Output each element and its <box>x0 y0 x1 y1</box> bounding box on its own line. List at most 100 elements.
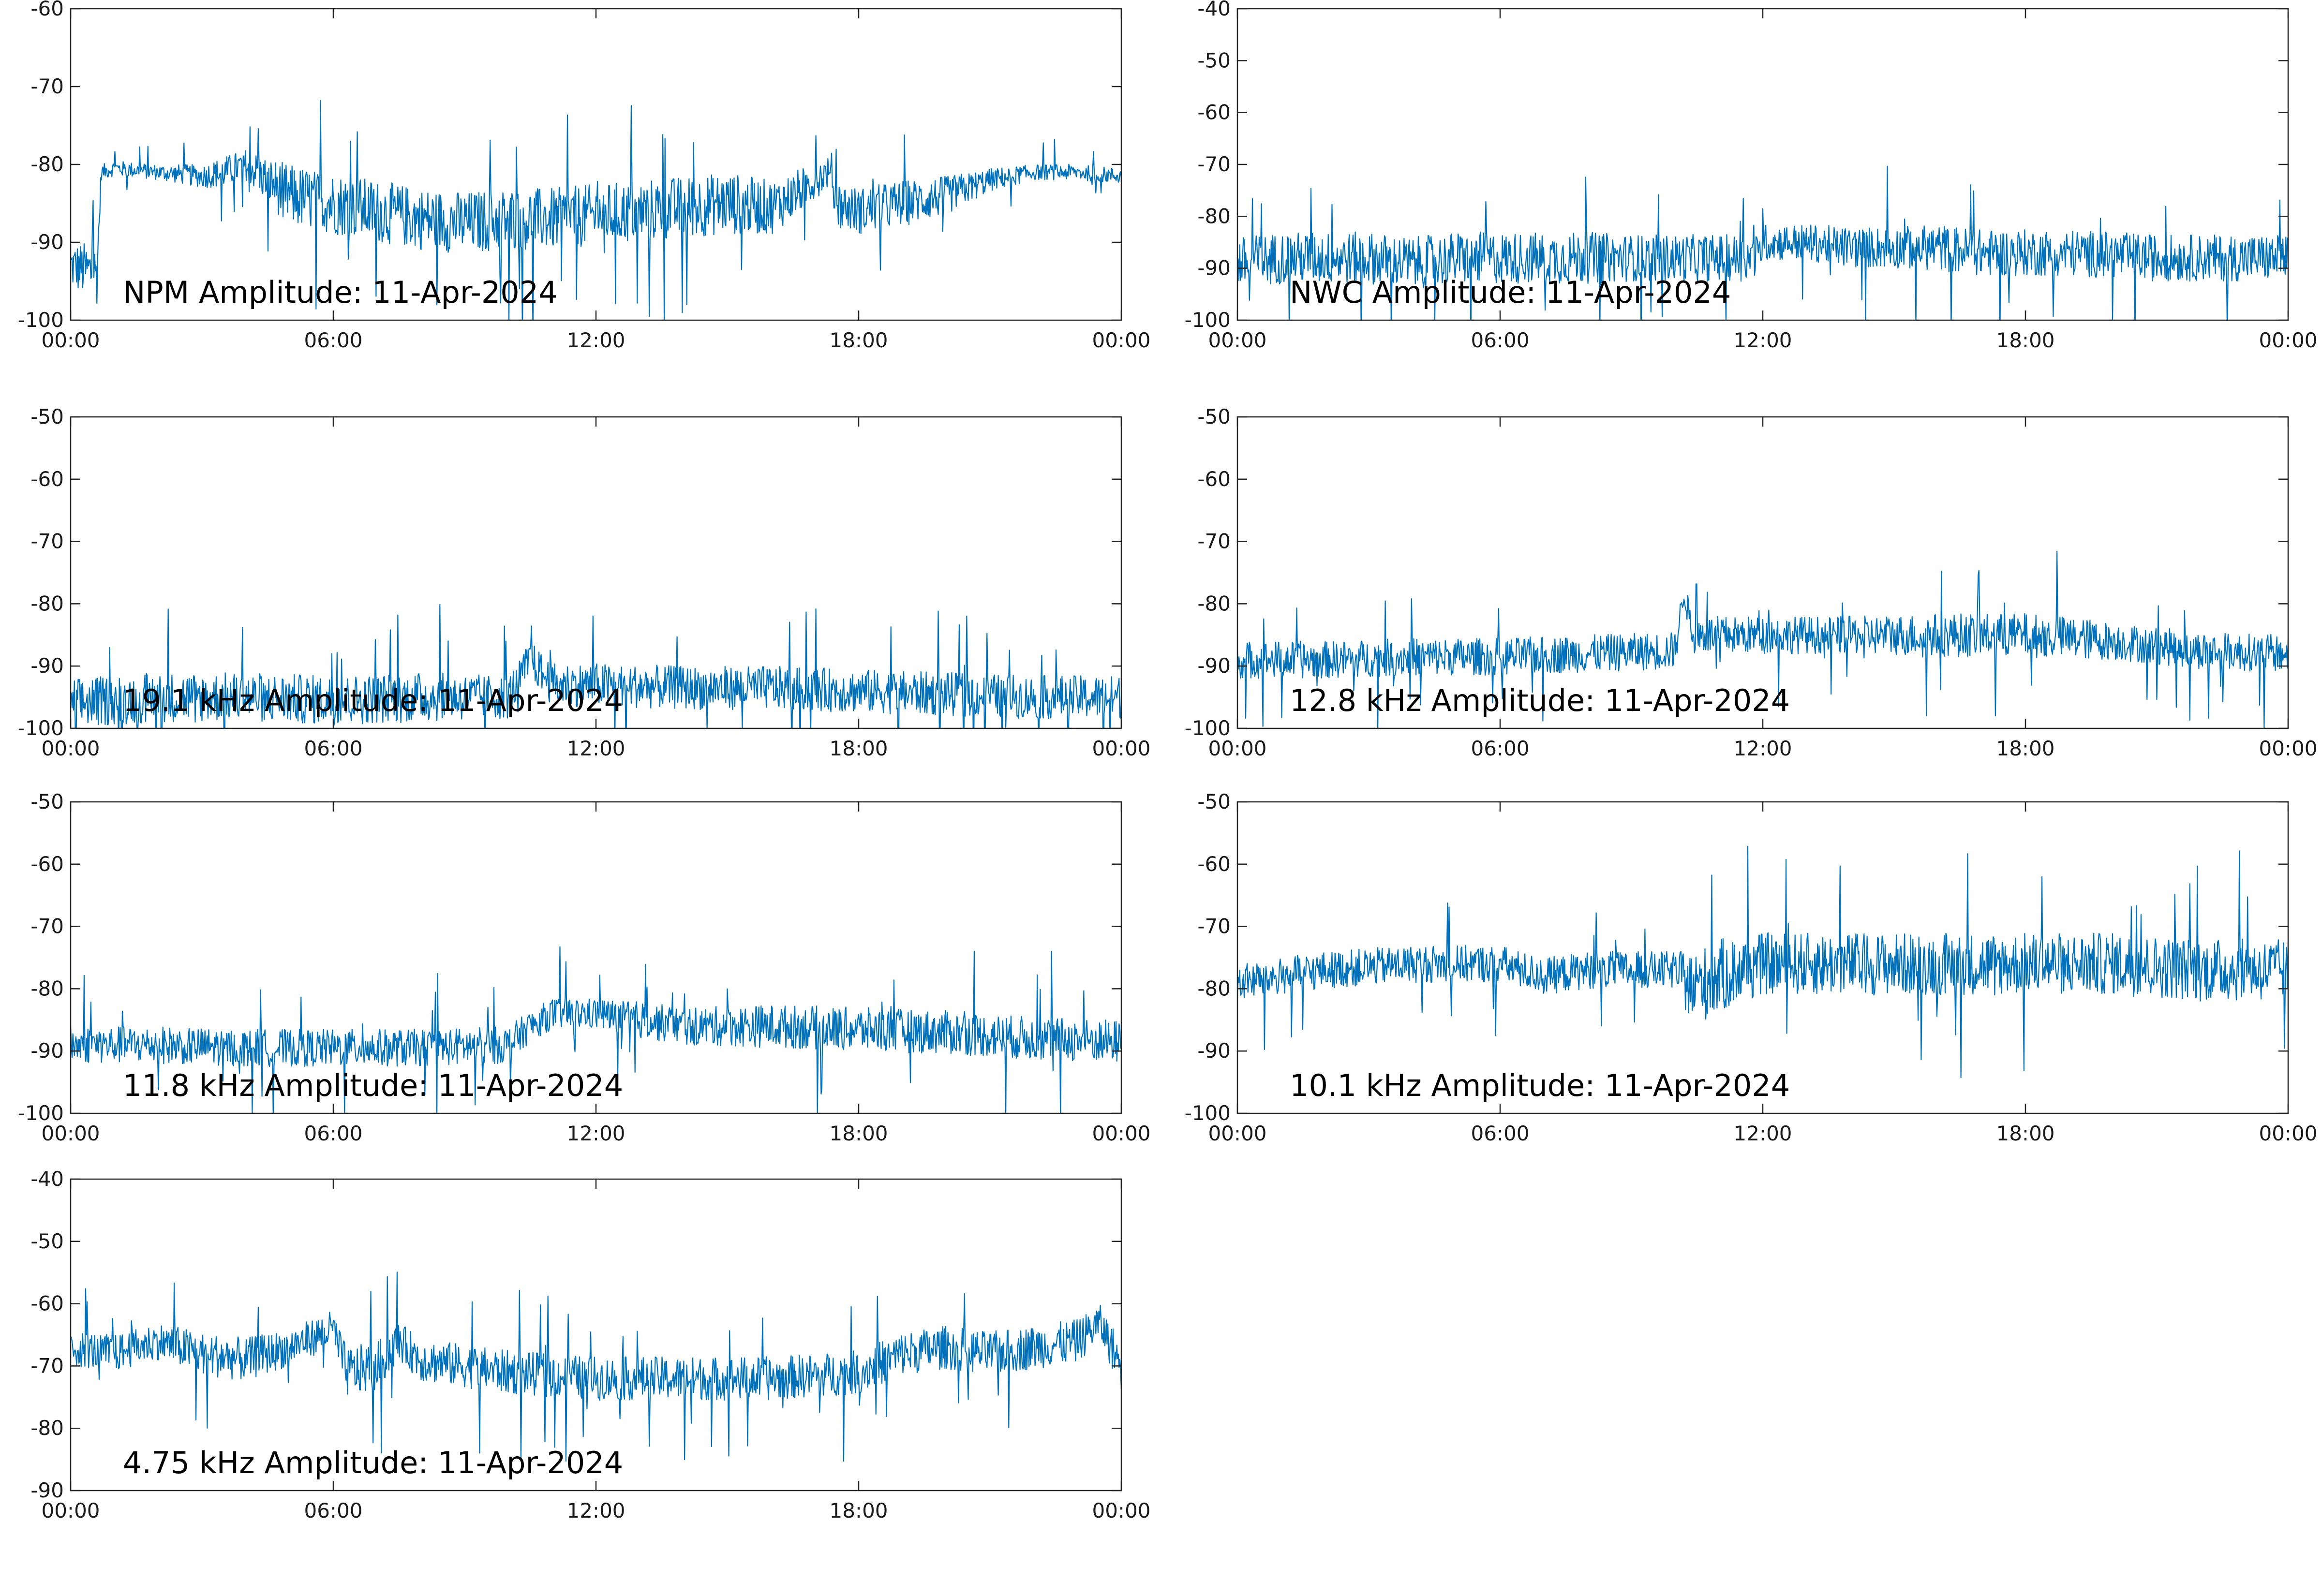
series-line <box>71 100 1121 320</box>
y-tick-label: -50 <box>1197 790 1231 813</box>
y-tick-label: -50 <box>1197 48 1231 72</box>
y-tick-label: -40 <box>30 1167 64 1191</box>
axes-box <box>1236 416 2289 729</box>
x-tick-label: 18:00 <box>829 737 888 760</box>
y-tick-label: -70 <box>30 915 64 938</box>
y-tick-label: -100 <box>1185 308 1231 332</box>
x-tick-label: 18:00 <box>829 328 888 352</box>
series-line <box>71 946 1121 1113</box>
x-tick-label: 06:00 <box>1471 737 1529 760</box>
y-tick-label: -90 <box>30 1478 64 1502</box>
y-tick-label: -70 <box>30 1354 64 1377</box>
x-tick-label: 18:00 <box>1996 737 2054 760</box>
x-tick-label: 00:00 <box>1092 1499 1150 1522</box>
y-tick-label: -80 <box>1197 204 1231 228</box>
y-tick-label: -70 <box>30 74 64 98</box>
x-tick-label: 18:00 <box>829 1499 888 1522</box>
y-tick-label: -80 <box>30 152 64 176</box>
x-tick-label: 00:00 <box>1208 1122 1266 1145</box>
y-tick-label: -90 <box>30 1039 64 1063</box>
y-tick-label: -70 <box>1197 915 1231 938</box>
panel-title: 12.8 kHz Amplitude: 11-Apr-2024 <box>1290 683 1790 718</box>
x-tick-label: 00:00 <box>1208 737 1266 760</box>
y-tick-label: -90 <box>1197 1039 1231 1063</box>
axes-box <box>70 416 1122 729</box>
panel-title: NPM Amplitude: 11-Apr-2024 <box>123 275 558 310</box>
axes-box <box>70 801 1122 1114</box>
y-tick-label: -50 <box>30 1229 64 1253</box>
x-tick-label: 00:00 <box>41 328 100 352</box>
x-tick-label: 12:00 <box>1733 328 1792 352</box>
x-tick-label: 00:00 <box>1208 328 1266 352</box>
y-tick-label: -100 <box>1185 1101 1231 1125</box>
series-line <box>71 1271 1121 1462</box>
y-tick-label: -90 <box>30 654 64 678</box>
y-tick-label: -70 <box>30 530 64 553</box>
panel-title: 11.8 kHz Amplitude: 11-Apr-2024 <box>123 1068 623 1103</box>
y-tick-label: -100 <box>18 716 64 740</box>
x-tick-label: 06:00 <box>304 1499 362 1522</box>
x-tick-label: 18:00 <box>1996 1122 2054 1145</box>
y-tick-label: -80 <box>30 591 64 615</box>
series-line <box>1237 165 2288 320</box>
y-tick-label: -60 <box>30 852 64 876</box>
x-tick-label: 00:00 <box>41 1122 100 1145</box>
y-tick-label: -70 <box>1197 530 1231 553</box>
x-tick-label: 12:00 <box>566 1122 625 1145</box>
y-tick-label: -100 <box>18 1101 64 1125</box>
x-tick-label: 06:00 <box>304 1122 362 1145</box>
series-line <box>1237 550 2288 728</box>
y-tick-label: -90 <box>30 230 64 254</box>
y-tick-label: -100 <box>18 308 64 332</box>
x-tick-label: 12:00 <box>566 737 625 760</box>
y-tick-label: -70 <box>1197 152 1231 176</box>
y-tick-label: -80 <box>30 1416 64 1440</box>
series-line <box>71 604 1121 728</box>
x-tick-label: 12:00 <box>1733 1122 1792 1145</box>
y-tick-label: -50 <box>30 790 64 813</box>
panel-title: 4.75 kHz Amplitude: 11-Apr-2024 <box>123 1445 623 1480</box>
y-tick-label: -60 <box>1197 467 1231 491</box>
y-tick-label: -80 <box>30 976 64 1000</box>
x-tick-label: 00:00 <box>2259 1122 2317 1145</box>
x-tick-label: 00:00 <box>2259 737 2317 760</box>
y-tick-label: -60 <box>1197 101 1231 124</box>
series-line <box>1237 845 2288 1079</box>
panel-title: 10.1 kHz Amplitude: 11-Apr-2024 <box>1290 1068 1790 1103</box>
x-tick-label: 00:00 <box>1092 737 1150 760</box>
x-tick-label: 00:00 <box>1092 1122 1150 1145</box>
x-tick-label: 18:00 <box>829 1122 888 1145</box>
y-tick-label: -40 <box>1197 0 1231 20</box>
y-tick-label: -50 <box>30 405 64 429</box>
y-tick-label: -100 <box>1185 716 1231 740</box>
axes-box <box>1236 8 2289 321</box>
y-tick-label: -60 <box>30 1292 64 1315</box>
y-tick-label: -60 <box>30 0 64 20</box>
panel-title: NWC Amplitude: 11-Apr-2024 <box>1290 275 1731 310</box>
x-tick-label: 06:00 <box>304 737 362 760</box>
y-tick-label: -90 <box>1197 654 1231 678</box>
x-tick-label: 00:00 <box>41 1499 100 1522</box>
x-tick-label: 18:00 <box>1996 328 2054 352</box>
x-tick-label: 12:00 <box>566 1499 625 1522</box>
x-tick-label: 00:00 <box>1092 328 1150 352</box>
x-tick-label: 06:00 <box>1471 328 1529 352</box>
panel-title: 19.1 kHz Amplitude: 11-Apr-2024 <box>123 683 623 718</box>
y-tick-label: -80 <box>1197 591 1231 615</box>
x-tick-label: 06:00 <box>1471 1122 1529 1145</box>
x-tick-label: 00:00 <box>2259 328 2317 352</box>
y-tick-label: -90 <box>1197 256 1231 280</box>
x-tick-label: 12:00 <box>566 328 625 352</box>
x-tick-label: 12:00 <box>1733 737 1792 760</box>
x-tick-label: 06:00 <box>304 328 362 352</box>
y-tick-label: -60 <box>1197 852 1231 876</box>
x-tick-label: 00:00 <box>41 737 100 760</box>
